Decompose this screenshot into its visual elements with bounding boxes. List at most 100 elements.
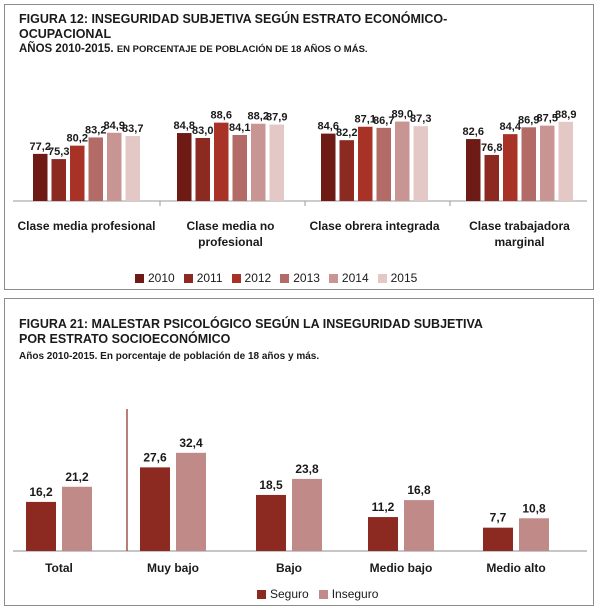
bar-medio-alto-seguro xyxy=(483,527,513,551)
data-label-clase-media-profesional-2011: 75,3 xyxy=(48,146,69,158)
data-label-clase-media-profesional-2014: 84,9 xyxy=(104,120,125,132)
category-label-clase-media-no-profesional: Clase media no xyxy=(186,219,274,233)
data-label-clase-obrera-integrada-2010: 84,6 xyxy=(318,121,339,133)
category-label-muy-bajo: Muy bajo xyxy=(147,561,199,575)
data-label-clase-media-no-profesional-2013: 84,1 xyxy=(229,122,250,134)
figure-12-subtitle-years: AÑOS 2010-2015. xyxy=(19,43,114,55)
bar-clase-obrera-integrada-2012 xyxy=(358,126,373,201)
bar-clase-media-profesional-2014 xyxy=(107,132,122,201)
data-label-clase-obrera-integrada-2015: 87,3 xyxy=(410,113,431,125)
bar-clase-obrera-integrada-2015 xyxy=(413,126,428,201)
bar-clase-trabajadora-marginal-2013 xyxy=(521,127,536,201)
data-label-clase-trabajadora-marginal-2011: 76,8 xyxy=(481,142,502,154)
figure-12-title-line1: FIGURA 12: INSEGURIDAD SUBJETIVA SEGÚN E… xyxy=(19,12,448,26)
bar-clase-media-profesional-2012 xyxy=(70,145,85,201)
legend-swatch-2012 xyxy=(231,273,241,283)
data-label-clase-trabajadora-marginal-2012: 84,4 xyxy=(500,121,522,133)
legend-item-2010: 2010 xyxy=(135,271,175,285)
legend-item-seguro: Seguro xyxy=(257,587,309,601)
figure-12-chart: 77,275,380,283,284,983,7 Clase media prof… xyxy=(13,109,587,249)
data-label-clase-obrera-integrada-2014: 89,0 xyxy=(392,109,413,121)
legend-label-2010: 2010 xyxy=(148,271,175,285)
data-label-clase-media-no-profesional-2011: 83,0 xyxy=(192,125,213,137)
bar-clase-media-profesional-2013 xyxy=(88,137,103,201)
category-label-bajo: Bajo xyxy=(276,561,302,575)
data-label-clase-media-profesional-2010: 77,2 xyxy=(30,141,51,153)
bar-clase-media-no-profesional-2015 xyxy=(269,124,284,201)
data-label-bajo-seguro: 18,5 xyxy=(259,478,283,492)
legend-swatch-seguro xyxy=(257,589,266,599)
category-label-clase-trabajadora-marginal-line2: marginal xyxy=(494,235,544,249)
bar-clase-trabajadora-marginal-2014 xyxy=(540,125,555,201)
bar-clase-trabajadora-marginal-2010 xyxy=(466,139,481,201)
legend-item-2014: 2014 xyxy=(328,271,369,285)
category-label-clase-obrera-integrada: Clase obrera integrada xyxy=(309,219,439,233)
data-label-medio-bajo-seguro: 11,2 xyxy=(372,500,395,514)
bar-clase-media-profesional-2015 xyxy=(125,136,140,201)
bar-total-seguro xyxy=(26,501,56,551)
data-label-total-seguro: 16,2 xyxy=(29,485,53,499)
legend-item-2011: 2011 xyxy=(183,271,223,285)
bar-clase-media-no-profesional-2012 xyxy=(214,122,229,201)
bar-clase-obrera-integrada-2013 xyxy=(376,127,391,201)
figure-21-subtitle: Años 2010-2015. En porcentaje de poblaci… xyxy=(19,351,320,362)
figure-21-legend: Seguro Inseguro xyxy=(257,587,388,601)
data-label-clase-media-profesional-2012: 80,2 xyxy=(67,133,88,145)
legend-swatch-2011 xyxy=(183,273,193,283)
data-label-clase-media-no-profesional-2014: 88,2 xyxy=(248,111,269,123)
bar-clase-media-no-profesional-2011 xyxy=(195,137,210,201)
data-label-clase-trabajadora-marginal-2015: 88,9 xyxy=(555,109,576,121)
category-label-medio-alto: Medio alto xyxy=(486,561,545,575)
bar-clase-media-no-profesional-2013 xyxy=(232,134,247,201)
data-label-clase-trabajadora-marginal-2014: 87,5 xyxy=(537,113,558,125)
bar-clase-media-profesional-2010 xyxy=(33,153,48,201)
bar-clase-trabajadora-marginal-2012 xyxy=(503,134,518,201)
data-label-muy-bajo-inseguro: 32,4 xyxy=(179,436,203,450)
data-label-clase-obrera-integrada-2012: 87,1 xyxy=(355,114,376,126)
data-label-clase-media-no-profesional-2015: 87,9 xyxy=(266,112,287,124)
legend-label-2014: 2014 xyxy=(341,271,369,285)
bar-clase-media-no-profesional-2014 xyxy=(251,123,266,201)
figure-12-subtitle: AÑOS 2010-2015. EN PORCENTAJE DE POBLACI… xyxy=(19,43,368,56)
data-label-bajo-inseguro: 23,8 xyxy=(295,462,319,476)
legend-swatch-2013 xyxy=(280,273,290,283)
bar-clase-obrera-integrada-2011 xyxy=(339,140,354,201)
figure-12-panel: FIGURA 12: INSEGURIDAD SUBJETIVA SEGÚN E… xyxy=(4,4,594,290)
legend-label-2011: 2011 xyxy=(196,271,223,285)
data-label-clase-obrera-integrada-2011: 82,2 xyxy=(336,127,357,139)
bar-bajo-inseguro xyxy=(292,478,322,551)
figure-21-panel: FIGURA 21: MALESTAR PSICOLÓGICO SEGÚN LA… xyxy=(4,298,594,606)
data-label-medio-alto-seguro: 7,7 xyxy=(490,511,507,525)
legend-item-2015: 2015 xyxy=(377,271,417,285)
legend-swatch-inseguro xyxy=(318,589,328,599)
bar-total-inseguro xyxy=(62,486,92,551)
data-label-clase-media-no-profesional-2010: 84,8 xyxy=(174,120,195,132)
legend-item-inseguro: Inseguro xyxy=(318,587,378,601)
data-label-medio-alto-inseguro: 10,8 xyxy=(522,501,546,515)
legend-swatch-2015 xyxy=(377,273,387,283)
legend-label-seguro: Seguro xyxy=(270,587,309,601)
bar-clase-media-no-profesional-2010 xyxy=(177,133,192,201)
legend-swatch-2014 xyxy=(328,273,338,283)
legend-label-2012: 2012 xyxy=(244,271,272,285)
bar-clase-obrera-integrada-2014 xyxy=(395,121,410,201)
category-label-clase-media-profesional: Clase media profesional xyxy=(17,219,155,233)
category-label-clase-media-no-profesional-line2: profesional xyxy=(198,235,263,249)
data-label-muy-bajo-seguro: 27,6 xyxy=(143,450,167,464)
figure-12-subtitle-rest: EN PORCENTAJE DE POBLACIÓN DE 18 AÑOS O … xyxy=(116,44,368,55)
legend-label-2013: 2013 xyxy=(293,271,320,285)
legend-item-2012: 2012 xyxy=(231,271,272,285)
bar-muy-bajo-seguro xyxy=(140,467,170,551)
bar-clase-trabajadora-marginal-2015 xyxy=(558,121,573,201)
figure-12-title-line2: OCUPACIONAL xyxy=(19,27,112,41)
category-label-clase-trabajadora-marginal: Clase trabajadora xyxy=(469,219,570,233)
data-label-total-inseguro: 21,2 xyxy=(65,470,89,484)
bar-medio-bajo-seguro xyxy=(368,517,398,551)
bar-muy-bajo-inseguro xyxy=(176,452,206,551)
figure-21-title-line2: POR ESTRATO SOCIOECONÓMICO xyxy=(19,332,231,346)
data-label-medio-bajo-inseguro: 16,8 xyxy=(407,483,431,497)
data-label-clase-media-profesional-2015: 83,7 xyxy=(122,123,143,135)
bar-medio-alto-inseguro xyxy=(519,518,549,551)
category-label-medio-bajo: Medio bajo xyxy=(370,561,433,575)
legend-swatch-2010 xyxy=(135,273,144,283)
